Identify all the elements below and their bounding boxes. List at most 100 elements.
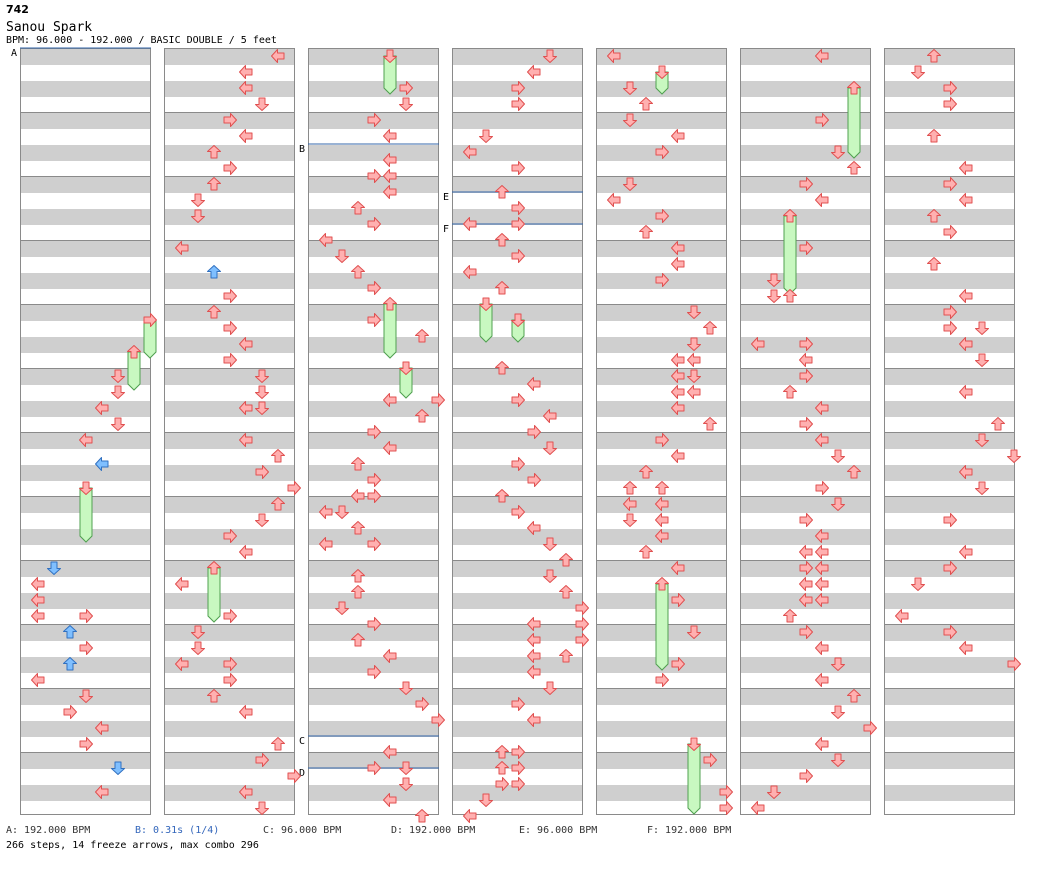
- left-arrow-icon: [815, 193, 829, 207]
- measure-line: [21, 560, 150, 561]
- right-arrow-icon: [799, 177, 813, 191]
- right-arrow-icon: [495, 777, 509, 791]
- beat-band: [21, 273, 150, 289]
- up-arrow-icon: [559, 553, 573, 567]
- measure-line: [165, 112, 294, 113]
- legend-item-f: F: 192.000 BPM: [647, 825, 732, 836]
- measure-line: [165, 688, 294, 689]
- down-arrow-icon: [399, 97, 413, 111]
- left-arrow-icon: [463, 265, 477, 279]
- left-arrow-icon: [79, 433, 93, 447]
- beat-band: [885, 145, 1014, 161]
- beat-band: [165, 273, 294, 289]
- measure-line: [165, 176, 294, 177]
- song-title: Sanou Spark: [6, 20, 93, 35]
- right-arrow-icon: [799, 625, 813, 639]
- right-arrow-icon: [799, 561, 813, 575]
- right-arrow-icon: [431, 713, 445, 727]
- left-arrow-icon: [383, 793, 397, 807]
- down-arrow-icon: [543, 537, 557, 551]
- beat-band: [453, 209, 582, 225]
- left-arrow-icon: [815, 49, 829, 63]
- right-arrow-icon: [703, 753, 717, 767]
- down-arrow-icon: [479, 129, 493, 143]
- right-arrow-icon: [719, 785, 733, 799]
- up-arrow-icon: [847, 81, 861, 95]
- left-arrow-icon: [239, 81, 253, 95]
- measure-line: [165, 560, 294, 561]
- left-arrow-icon: [527, 617, 541, 631]
- measure-line: [21, 752, 150, 753]
- measure-line: [885, 240, 1014, 241]
- left-arrow-icon: [815, 545, 829, 559]
- up-arrow-icon: [415, 329, 429, 343]
- measure-line: [21, 688, 150, 689]
- legend-item-d: D: 192.000 BPM: [391, 825, 476, 836]
- right-arrow-icon: [367, 665, 381, 679]
- measure-line: [21, 368, 150, 369]
- right-arrow-icon: [655, 673, 669, 687]
- right-arrow-icon: [511, 393, 525, 407]
- beat-band: [741, 49, 870, 65]
- beat-band: [165, 337, 294, 353]
- down-arrow-icon: [479, 297, 493, 311]
- left-arrow-icon: [175, 577, 189, 591]
- up-arrow-icon: [623, 481, 637, 495]
- beat-band: [885, 401, 1014, 417]
- measure-line: [741, 496, 870, 497]
- measure-line: [885, 304, 1014, 305]
- beat-band: [597, 721, 726, 737]
- right-arrow-icon: [655, 433, 669, 447]
- up-arrow-icon: [703, 417, 717, 431]
- beat-band: [21, 337, 150, 353]
- measure-line: [453, 368, 582, 369]
- left-arrow-icon: [95, 721, 109, 735]
- right-arrow-icon: [511, 457, 525, 471]
- beat-band: [165, 785, 294, 801]
- right-arrow-icon: [799, 769, 813, 783]
- up-arrow-icon: [271, 737, 285, 751]
- beat-band: [21, 721, 150, 737]
- measure-line: [597, 560, 726, 561]
- beat-band: [165, 49, 294, 65]
- up-arrow-icon: [207, 561, 221, 575]
- down-arrow-icon: [831, 705, 845, 719]
- left-arrow-icon: [607, 49, 621, 63]
- down-arrow-icon: [335, 249, 349, 263]
- right-arrow-icon: [511, 761, 525, 775]
- right-arrow-icon: [575, 633, 589, 647]
- measure-line: [453, 496, 582, 497]
- beat-band: [309, 401, 438, 417]
- left-arrow-icon: [463, 217, 477, 231]
- left-arrow-icon: [463, 809, 477, 823]
- right-arrow-icon: [79, 641, 93, 655]
- down-arrow-icon: [767, 785, 781, 799]
- measure-line: [21, 176, 150, 177]
- up-arrow-icon: [351, 633, 365, 647]
- measure-line: [165, 624, 294, 625]
- up-arrow-icon: [927, 129, 941, 143]
- beat-band: [741, 209, 870, 225]
- measure-line: [741, 752, 870, 753]
- marker-label: E: [443, 192, 449, 203]
- right-arrow-icon: [943, 97, 957, 111]
- measure-line: [741, 176, 870, 177]
- down-arrow-icon: [383, 49, 397, 63]
- right-arrow-icon: [511, 777, 525, 791]
- down-arrow-icon: [255, 97, 269, 111]
- beat-band: [597, 49, 726, 65]
- left-arrow-icon: [175, 241, 189, 255]
- down-arrow-icon: [687, 737, 701, 751]
- beat-band: [741, 465, 870, 481]
- measure-line: [741, 112, 870, 113]
- left-arrow-icon: [671, 561, 685, 575]
- left-arrow-icon: [815, 641, 829, 655]
- left-arrow-icon: [383, 185, 397, 199]
- left-arrow-icon: [671, 353, 685, 367]
- right-arrow-icon: [655, 209, 669, 223]
- down-arrow-icon: [335, 505, 349, 519]
- left-arrow-icon: [383, 441, 397, 455]
- beat-band: [21, 305, 150, 321]
- left-arrow-icon: [95, 785, 109, 799]
